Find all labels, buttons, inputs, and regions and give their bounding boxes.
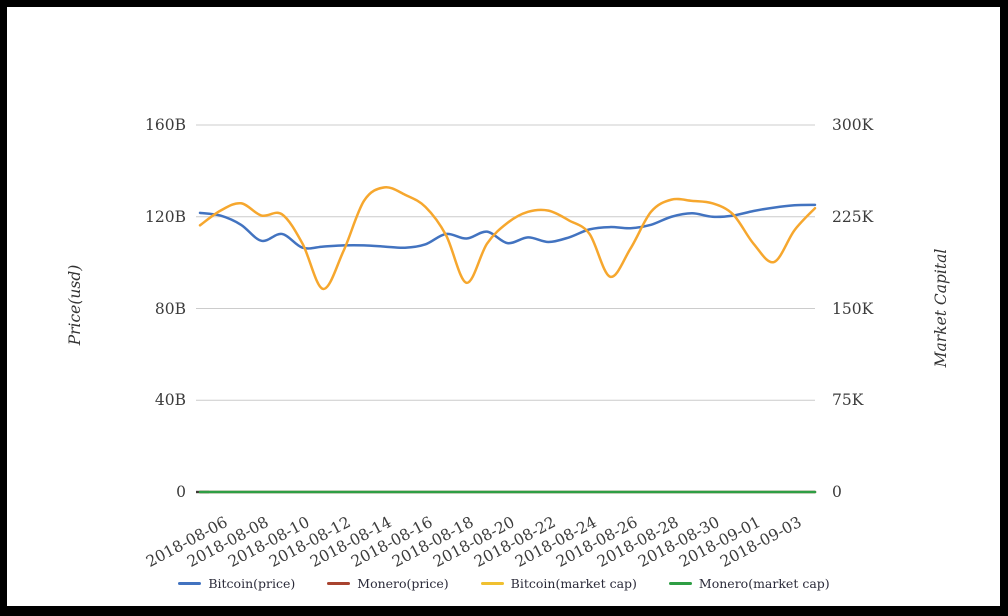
left-axis-tick-label: 160B xyxy=(145,116,186,134)
left-axis-tick-label: 80B xyxy=(154,299,186,318)
left-axis-tick-label: 120B xyxy=(145,207,186,226)
bitcoin-price-line xyxy=(198,203,817,250)
bitcoin-market-cap-line xyxy=(198,186,817,291)
legend-label: Bitcoin(price) xyxy=(208,576,296,591)
right-axis-title: Market Capital xyxy=(932,248,950,368)
legend-item-bitcoin-price[interactable]: Bitcoin(price) xyxy=(178,576,295,591)
right-axis-tick-label: 225K xyxy=(832,207,874,226)
legend-line-swatch xyxy=(327,582,351,585)
left-axis-tick-label: 40B xyxy=(154,391,186,410)
right-axis-tick-label: 150K xyxy=(832,299,874,318)
legend-label: Monero(price) xyxy=(357,576,449,591)
legend-label: Bitcoin(market cap) xyxy=(510,576,637,591)
legend-item-bitcoin-market-cap[interactable]: Bitcoin(market cap) xyxy=(480,576,637,591)
legend-line-swatch xyxy=(178,582,202,585)
right-axis-tick-label: 300K xyxy=(832,116,874,134)
legend: Bitcoin(price) Monero(price) Bitcoin(marke… xyxy=(0,576,1008,591)
right-axis-tick-label: 75K xyxy=(832,391,864,410)
legend-item-monero-market-cap[interactable]: Monero(market cap) xyxy=(668,576,830,591)
legend-label: Monero(market cap) xyxy=(698,576,830,591)
legend-item-monero-price[interactable]: Monero(price) xyxy=(327,576,449,591)
legend-line-swatch xyxy=(668,582,692,585)
left-axis-title: Price(usd) xyxy=(66,264,84,346)
left-axis-tick-label: 0 xyxy=(176,483,186,501)
legend-line-swatch xyxy=(480,582,504,585)
right-axis-tick-label: 0 xyxy=(832,483,842,501)
